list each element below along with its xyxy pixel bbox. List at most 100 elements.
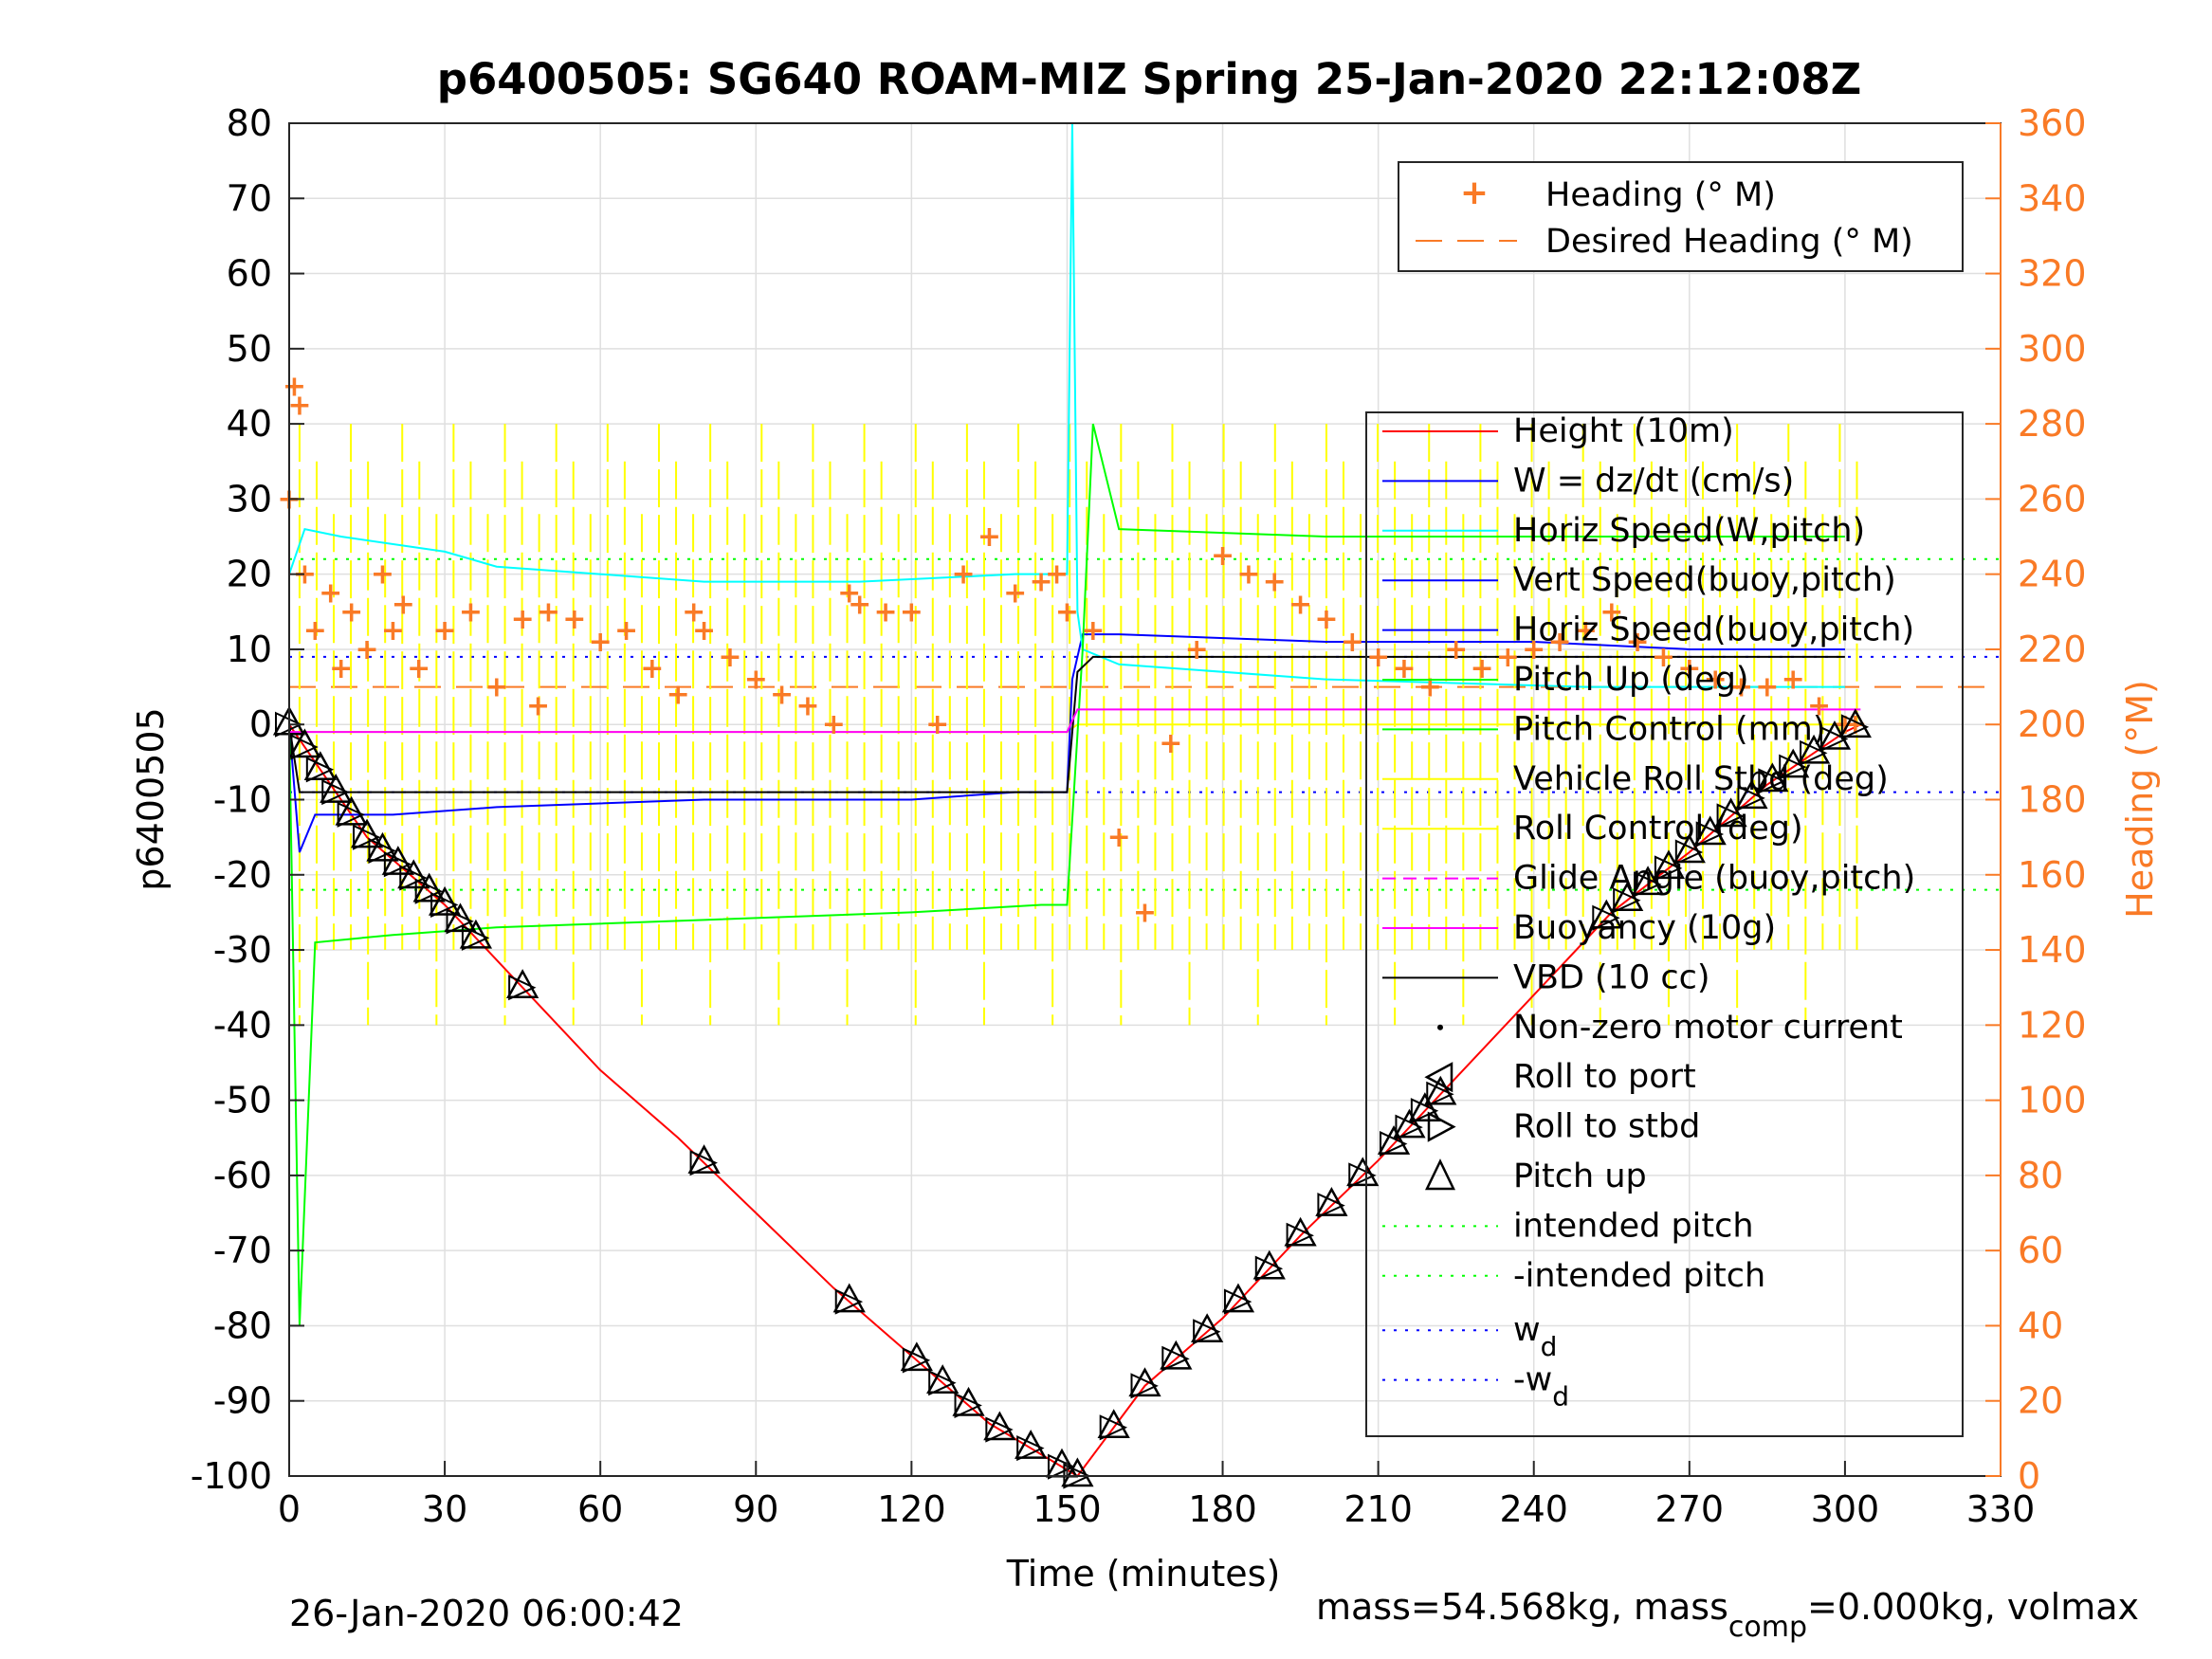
heading-point: + (1548, 626, 1572, 659)
roll-stbd-marker (689, 1150, 718, 1176)
pitch-up-marker (1221, 1283, 1255, 1313)
heading-point: + (1341, 626, 1364, 659)
pitch-up-marker (381, 846, 414, 875)
y-tick-label: -10 (213, 779, 272, 821)
roll-stbd-marker (446, 908, 474, 935)
roll-stbd-marker (1099, 1414, 1128, 1441)
pitch-up-marker (1061, 1457, 1094, 1487)
roll-stbd-marker (1695, 821, 1725, 848)
roll-stbd-marker (1674, 839, 1704, 866)
y2-tick-label: 200 (2018, 703, 2087, 745)
roll-stbd-marker (399, 865, 428, 891)
legend-heading-label: Heading (° M) (1545, 176, 1776, 214)
heading-point: + (1185, 633, 1209, 666)
heading-point: + (1677, 652, 1701, 685)
chart-title: p6400505: SG640 ROAM-MIZ Spring 25-Jan-2… (437, 54, 1861, 104)
x-tick-label: 240 (1499, 1488, 1568, 1530)
legend-label: -intended pitch (1513, 1257, 1765, 1295)
heading-point: + (718, 641, 741, 674)
heading-point: + (1366, 641, 1390, 674)
y-tick-label: 30 (227, 478, 272, 520)
heading-point: + (381, 614, 405, 647)
roll-stbd-marker (1800, 739, 1828, 766)
heading-point: + (1159, 727, 1182, 760)
y-tick-label: 0 (249, 703, 272, 745)
heading-point: + (339, 595, 363, 629)
pitch-up-marker (687, 1144, 721, 1174)
heading-point: + (925, 708, 949, 741)
legend-pitch-up-icon (1425, 1158, 1455, 1191)
series-vbd-10-cc- (288, 655, 1845, 793)
roll-stbd-marker (1758, 768, 1786, 794)
heading-point: + (1107, 821, 1131, 854)
roll-stbd-marker (1348, 1162, 1377, 1189)
roll-stbd-marker (321, 779, 350, 806)
y2-tick-label: 180 (2018, 779, 2087, 821)
legend-label: Height (10m) (1513, 412, 1734, 450)
legend-label: wd (1513, 1311, 1557, 1362)
roll-stbd-marker (985, 1416, 1014, 1443)
roll-stbd-marker (1426, 1081, 1454, 1107)
y2-tick-label: 220 (2018, 629, 2087, 670)
x-tick-label: 330 (1966, 1488, 2036, 1530)
heading-point: + (287, 389, 311, 422)
footer-date: 26-Jan-2020 06:00:42 (289, 1593, 684, 1634)
x-tick-label: 210 (1344, 1488, 1413, 1530)
heading-point: + (1729, 671, 1753, 704)
y-axis-label: p6400505 (130, 707, 172, 890)
roll-stbd-marker (290, 734, 319, 760)
heading-point: + (1574, 614, 1598, 647)
pitch-up-marker (350, 818, 384, 848)
heading-point: + (1652, 641, 1675, 674)
pitch-up-marker (1611, 882, 1644, 911)
roll-stbd-marker (834, 1288, 864, 1315)
pitch-up-marker (1252, 1249, 1286, 1280)
x-tick-label: 300 (1811, 1488, 1880, 1530)
heading-point: + (1626, 626, 1650, 659)
heading-point: + (407, 652, 430, 685)
roll-stbd-marker (1380, 1131, 1408, 1158)
x-tick-label: 60 (577, 1488, 623, 1530)
heading-point: + (1782, 664, 1805, 697)
footer-mass: mass=54.568kg, masscomp=0.000kg, volmax (1316, 1586, 2139, 1644)
roll-stbd-marker (414, 878, 444, 904)
heading-point: + (1081, 614, 1105, 647)
x-tick-label: 270 (1655, 1488, 1725, 1530)
y-tick-label: 80 (227, 102, 272, 144)
heading-point: + (1522, 633, 1545, 666)
heading-point: + (682, 595, 705, 629)
heading-point: + (640, 652, 664, 685)
legend-desired-heading-label: Desired Heading (° M) (1545, 223, 1913, 261)
y-tick-label: -70 (213, 1230, 272, 1271)
heading-point: + (692, 614, 716, 647)
pitch-up-marker (1590, 899, 1623, 929)
heading-point: + (1314, 603, 1338, 636)
y-tick-label: 20 (227, 554, 272, 595)
x-axis-label: Time (minutes) (1006, 1553, 1281, 1595)
pitch-up-marker (1346, 1157, 1380, 1187)
y2-tick-label: 320 (2018, 253, 2087, 295)
y2-tick-label: 340 (2018, 177, 2087, 219)
heading-point: + (371, 558, 394, 592)
roll-stbd-marker (1161, 1345, 1190, 1372)
heading-point: + (837, 576, 861, 610)
y2-tick-label: 260 (2018, 478, 2087, 520)
y2-tick-label: 240 (2018, 554, 2087, 595)
legend-label: Pitch Up (deg) (1513, 661, 1749, 699)
pitch-up-marker (288, 728, 321, 758)
heading-point: + (355, 633, 378, 666)
roll-stbd-marker (1254, 1255, 1284, 1282)
heading-point: + (329, 652, 353, 685)
heading-point: + (511, 603, 535, 636)
heading-point: + (1030, 566, 1053, 599)
roll-stbd-marker (1634, 871, 1662, 898)
pitch-up-marker (303, 751, 337, 781)
y-tick-label: -30 (213, 929, 272, 971)
pitch-up-marker (952, 1386, 985, 1416)
series-layer: +++++++++++++++++++ ++ +++++++ + ++++ + +++++ +… (272, 122, 2001, 1489)
heading-point: + (484, 671, 508, 704)
series-height-10m- (288, 723, 1861, 1478)
legend-label: Roll Control (deg) (1513, 810, 1803, 848)
y-tick-label: 60 (227, 253, 272, 295)
